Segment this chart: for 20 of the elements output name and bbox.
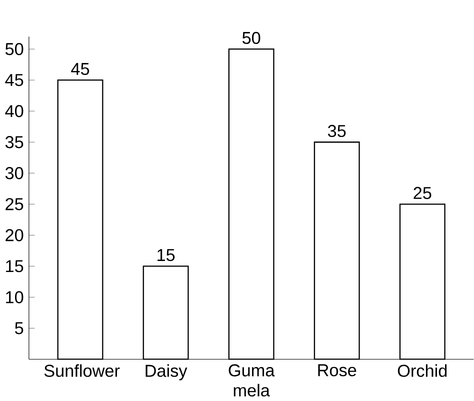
- data-label: 35: [328, 124, 346, 137]
- y-tick-label: 10: [6, 290, 24, 304]
- data-label: 45: [71, 62, 90, 75]
- x-tick-label: Rose: [318, 364, 356, 376]
- y-tick-label: 40: [5, 104, 24, 118]
- y-tick-label: 15: [6, 260, 24, 272]
- data-label: 50: [242, 32, 260, 44]
- y-tick-label: 45: [5, 74, 24, 86]
- x-tick-label: Orchid: [398, 364, 447, 377]
- y-tick-label: 50: [5, 42, 24, 56]
- x-tick-label: Sunflower: [44, 364, 120, 377]
- y-tick-label: 30: [5, 166, 24, 180]
- x-tick-label: Guma mela: [228, 364, 275, 396]
- y-tick-label: 20: [6, 228, 24, 242]
- y-tick-label: 25: [6, 198, 24, 210]
- data-label: 15: [158, 249, 175, 261]
- x-tick-label: Daisy: [146, 364, 188, 380]
- y-tick-label: 35: [5, 136, 24, 148]
- y-tick-label: 5: [15, 322, 24, 334]
- data-label: 25: [414, 186, 432, 199]
